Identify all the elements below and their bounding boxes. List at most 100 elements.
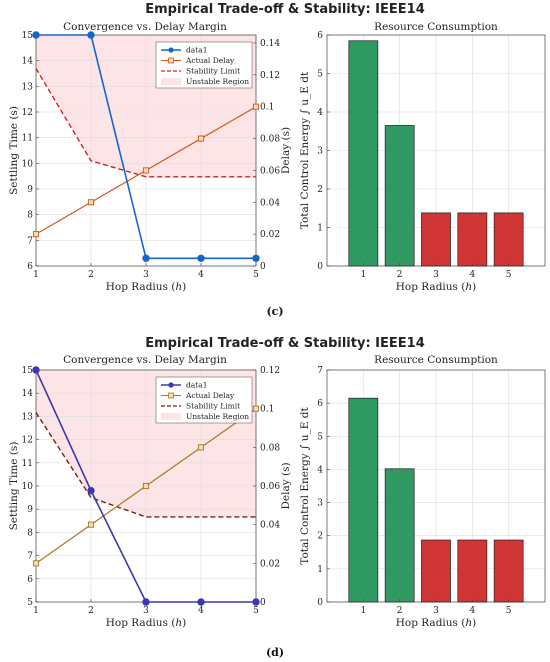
y-tick-label: 5 bbox=[317, 432, 323, 442]
y-left-tick-label: 10 bbox=[22, 482, 34, 492]
y-tick-label: 0 bbox=[317, 262, 323, 272]
settling-time-point bbox=[87, 486, 95, 495]
legend-entry-label: Actual Delay bbox=[185, 391, 235, 400]
actual-delay-point bbox=[252, 405, 260, 412]
x-tick-label: 2 bbox=[397, 270, 403, 280]
y-right-tick-label: 0.1 bbox=[260, 405, 274, 415]
y-right-tick-label: 0.06 bbox=[260, 482, 280, 492]
y-right-tick-label: 0.04 bbox=[260, 198, 280, 208]
legend-entry-label: data1 bbox=[186, 46, 208, 55]
x-tick-label: 5 bbox=[253, 270, 259, 280]
bar-chart-d: 0 1 2 3 4 5 6 7 1 2 3 4 5 Hop Radius (h) Total Control… bbox=[299, 366, 546, 629]
y-left-tick-label: 8 bbox=[27, 528, 33, 538]
y-right-tick-label: 0.12 bbox=[260, 71, 280, 81]
y-left-tick-label: 11 bbox=[22, 459, 33, 469]
x-axis-label: Hop Radius (h) bbox=[106, 281, 186, 293]
x-axis-label: Hop Radius (h) bbox=[396, 617, 476, 629]
legend-marker-actual-delay bbox=[168, 57, 174, 64]
y-tick-label: 4 bbox=[317, 465, 323, 475]
bar-1 bbox=[348, 397, 379, 603]
y-left-tick-label: 12 bbox=[22, 108, 33, 118]
actual-delay-point bbox=[87, 521, 95, 528]
y-tick-label: 1 bbox=[317, 224, 323, 234]
x-tick-label: 4 bbox=[469, 270, 475, 280]
y-left-axis-label: Settling Time (s) bbox=[8, 106, 20, 195]
x-tick-label: 4 bbox=[198, 270, 204, 280]
title-bar-c: Resource Consumption bbox=[374, 21, 498, 33]
actual-delay-point bbox=[142, 167, 150, 174]
settling-time-point bbox=[87, 31, 95, 39]
bar-1 bbox=[348, 40, 379, 267]
y-axis-label: Total Control Energy ∫ u_E dt bbox=[299, 406, 311, 564]
x-tick-label: 5 bbox=[506, 270, 512, 280]
panel-label-c: (c) bbox=[266, 305, 283, 318]
x-tick-label: 3 bbox=[143, 606, 149, 616]
y-right-tick-label: 0.12 bbox=[260, 366, 280, 376]
y-right-tick-label: 0.1 bbox=[260, 103, 274, 113]
x-tick-label: 5 bbox=[506, 606, 512, 616]
y-tick-label: 7 bbox=[317, 366, 323, 376]
actual-delay-point bbox=[142, 482, 150, 490]
y-left-tick-label: 8 bbox=[27, 211, 33, 221]
bar-5 bbox=[493, 539, 524, 603]
y-left-tick-label: 15 bbox=[22, 31, 34, 41]
y-tick-label: 2 bbox=[317, 532, 323, 542]
y-left-tick-label: 12 bbox=[22, 436, 33, 446]
x-tick-label: 4 bbox=[469, 606, 475, 616]
y-right-axis-label: Delay (s) bbox=[280, 462, 292, 509]
x-tick-label: 5 bbox=[253, 606, 259, 616]
settling-time-point bbox=[252, 254, 260, 262]
settling-time-point bbox=[252, 598, 260, 606]
bar-2 bbox=[384, 468, 415, 603]
legend-entry-label: Actual Delay bbox=[185, 56, 235, 65]
x-axis-label: Hop Radius (h) bbox=[396, 281, 476, 293]
y-right-tick-label: 0 bbox=[260, 262, 266, 272]
settling-time-point bbox=[32, 31, 40, 39]
x-tick-label: 1 bbox=[360, 270, 366, 280]
y-right-tick-label: 0.14 bbox=[260, 39, 280, 49]
y-left-tick-label: 9 bbox=[27, 505, 33, 515]
y-left-tick-label: 13 bbox=[22, 82, 34, 92]
y-right-tick-label: 0 bbox=[260, 598, 266, 608]
y-tick-label: 1 bbox=[317, 565, 323, 575]
y-left-tick-label: 11 bbox=[22, 134, 33, 144]
title-line-d: Convergence vs. Delay Margin bbox=[63, 354, 227, 366]
suptitle-c: Empirical Trade-off & Stability: IEEE14 bbox=[145, 2, 425, 17]
y-tick-label: 5 bbox=[317, 70, 323, 80]
settling-time-point bbox=[142, 598, 150, 606]
actual-delay-point bbox=[197, 444, 205, 451]
x-tick-label: 2 bbox=[88, 606, 94, 616]
legend-marker-actual-delay bbox=[168, 392, 174, 399]
bar-4 bbox=[457, 539, 488, 603]
actual-delay-point bbox=[197, 135, 205, 142]
y-right-tick-label: 0.02 bbox=[260, 230, 280, 240]
y-right-axis-label: Delay (s) bbox=[280, 127, 292, 174]
title-line-c: Convergence vs. Delay Margin bbox=[63, 21, 227, 33]
x-axis-label: Hop Radius (h) bbox=[106, 617, 186, 629]
y-left-tick-label: 14 bbox=[22, 57, 34, 67]
y-right-tick-label: 0.04 bbox=[260, 521, 280, 531]
y-left-tick-label: 7 bbox=[27, 552, 33, 562]
x-tick-label: 1 bbox=[360, 606, 366, 616]
y-left-tick-label: 6 bbox=[27, 262, 33, 272]
bar-chart-c: 0 1 2 3 4 5 6 1 2 3 4 5 Hop Radius (h) Total Control … bbox=[299, 31, 546, 293]
settling-time-point bbox=[142, 254, 150, 262]
y-left-tick-label: 15 bbox=[22, 366, 34, 376]
x-tick-label: 4 bbox=[198, 606, 204, 616]
legend-entry-label: data1 bbox=[186, 381, 208, 390]
legend-entry-label: Stability Limit bbox=[186, 402, 240, 411]
legend-entry-label: Unstable Region bbox=[186, 412, 249, 421]
y-left-tick-label: 9 bbox=[27, 185, 33, 195]
stability-limit-line bbox=[35, 412, 256, 518]
y-right-tick-label: 0.06 bbox=[260, 166, 280, 176]
bar-3 bbox=[421, 212, 451, 267]
y-tick-label: 2 bbox=[317, 185, 323, 195]
x-tick-label: 3 bbox=[433, 270, 439, 280]
x-tick-label: 2 bbox=[88, 270, 94, 280]
x-tick-label: 1 bbox=[33, 270, 39, 280]
legend-swatch-unstable-region bbox=[161, 78, 181, 85]
y-left-tick-label: 5 bbox=[27, 598, 33, 608]
x-tick-label: 3 bbox=[433, 606, 439, 616]
legend-entry-label: Stability Limit bbox=[186, 67, 240, 76]
